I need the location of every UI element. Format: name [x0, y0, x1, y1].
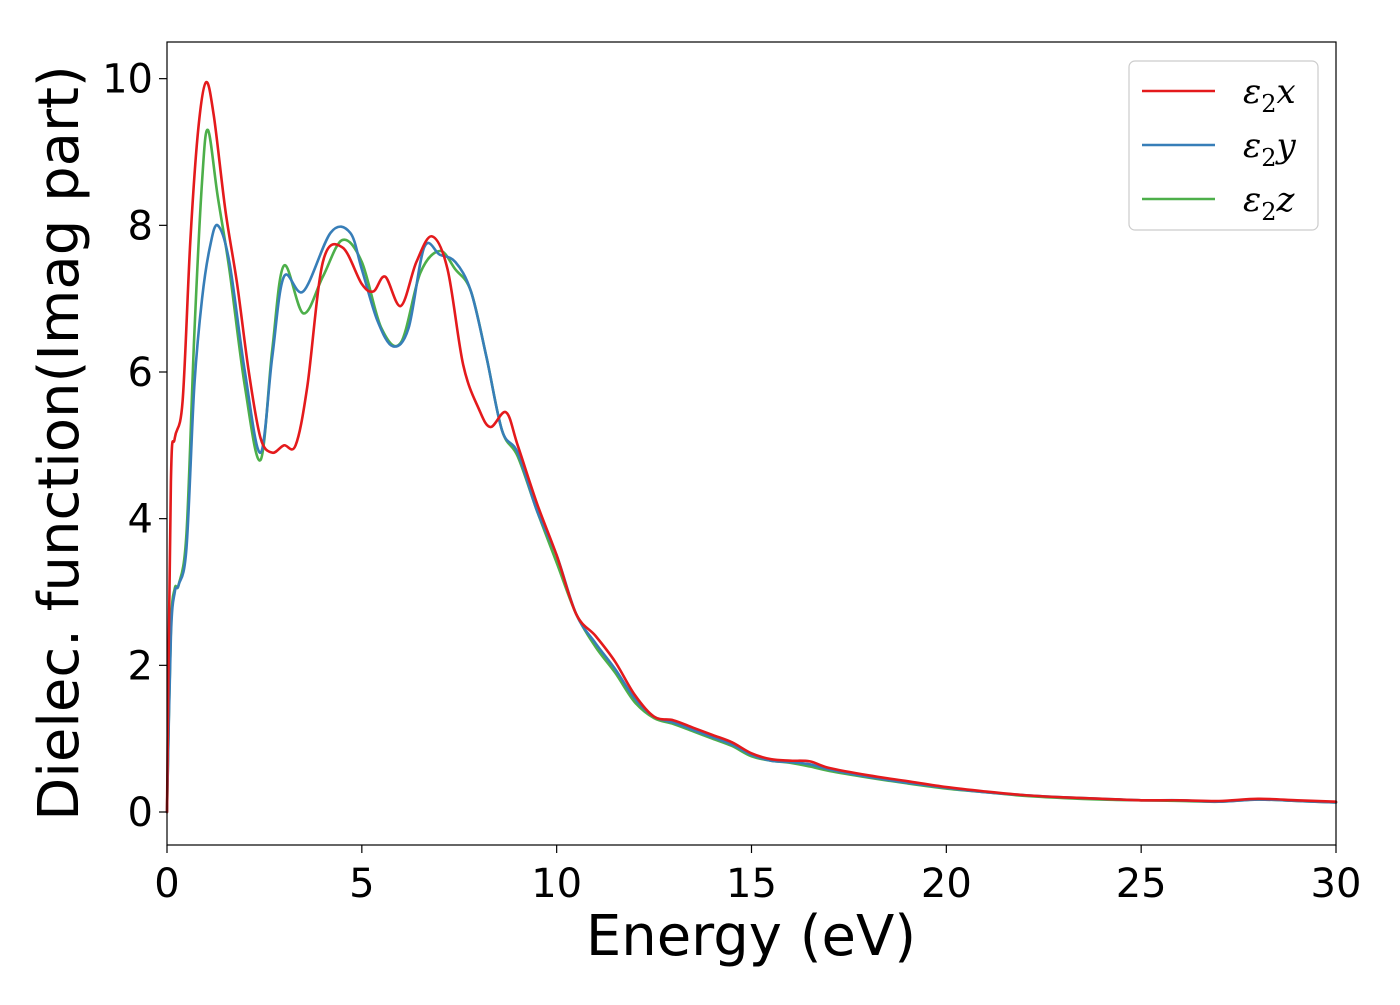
- series-layer: [165, 80, 1338, 814]
- legend-entry-label: ε2x: [1243, 72, 1296, 118]
- y-tick-label: 10: [102, 57, 153, 103]
- x-tick-label: 10: [531, 861, 582, 907]
- x-axis: 0 5 10 15 20 25 30: [154, 845, 1361, 907]
- x-tick-label: 5: [349, 861, 374, 907]
- y-tick-label: 2: [128, 643, 153, 689]
- legend: ε2x ε2y ε2z: [1128, 60, 1319, 231]
- x-axis-title: Energy (eV): [586, 904, 916, 969]
- y-axis-title: Dielec. function(Imag part): [27, 65, 92, 821]
- x-tick-label: 0: [154, 861, 179, 907]
- y-tick-label: 6: [128, 350, 153, 396]
- x-tick-label: 15: [726, 861, 777, 907]
- x-tick-label: 20: [921, 861, 972, 907]
- legend-box: [1128, 60, 1319, 231]
- legend-entry-label: ε2z: [1243, 180, 1296, 226]
- y-tick-label: 4: [128, 497, 153, 543]
- y-axis: 0 2 4 6 8 10: [102, 57, 167, 836]
- legend-entry-label: ε2y: [1243, 126, 1297, 172]
- y-tick-label: 0: [128, 790, 153, 836]
- series-line-x: [165, 80, 1338, 814]
- x-tick-label: 25: [1116, 861, 1167, 907]
- y-tick-label: 8: [128, 203, 153, 249]
- x-tick-label: 30: [1311, 861, 1362, 907]
